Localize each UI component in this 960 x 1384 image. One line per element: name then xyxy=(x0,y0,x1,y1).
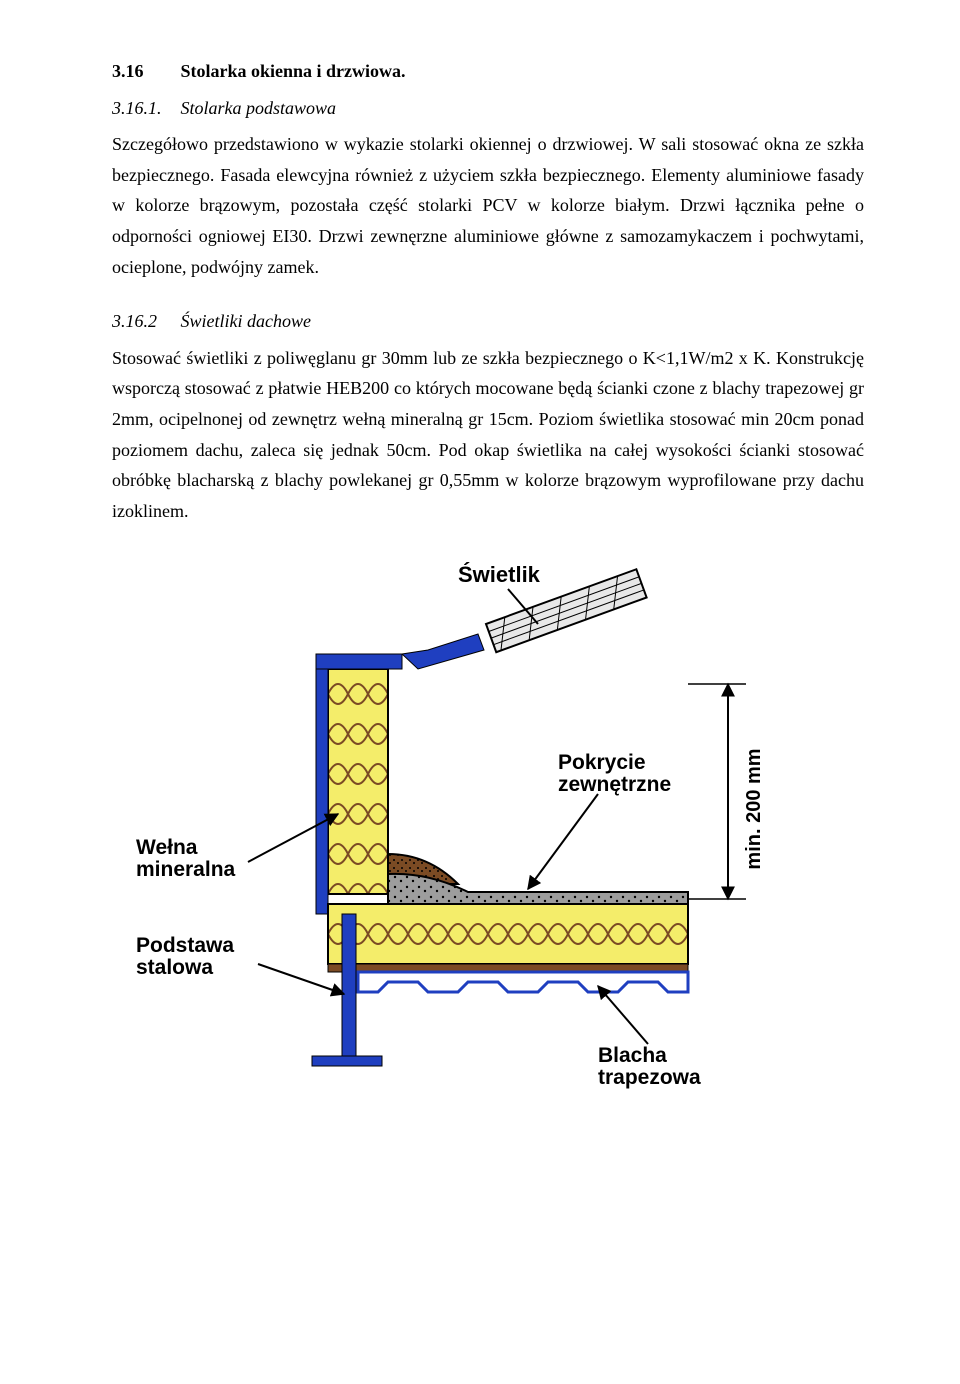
subsection-heading: 3.16.1. Stolarka podstawowa xyxy=(112,93,864,124)
section-title: Stolarka okienna i drzwiowa. xyxy=(181,61,406,81)
section-heading: 3.16 Stolarka okienna i drzwiowa. xyxy=(112,56,864,87)
section-number: 3.16 xyxy=(112,56,176,87)
label-podstawa: Podstawa stalowa xyxy=(136,934,240,979)
diagram-container: min. 200 mm Świetlik Pokrycie zewnętrzne… xyxy=(112,554,864,1094)
subsection-number: 3.16.2 xyxy=(112,306,176,337)
body-paragraph: Szczegółowo przedstawiono w wykazie stol… xyxy=(112,129,864,282)
label-welna: Wełna mineralna xyxy=(136,836,236,881)
skylight-diagram: min. 200 mm Świetlik Pokrycie zewnętrzne… xyxy=(128,554,848,1094)
subsection-heading: 3.16.2 Świetliki dachowe xyxy=(112,306,864,337)
label-blacha: Blacha trapezowa xyxy=(598,1044,701,1089)
label-pokrycie: Pokrycie zewnętrzne xyxy=(558,751,671,796)
subsection-title: Świetliki dachowe xyxy=(181,311,311,331)
body-paragraph: Stosować świetliki z poliwęglanu gr 30mm… xyxy=(112,343,864,527)
dim-label: min. 200 mm xyxy=(743,749,765,870)
subsection-number: 3.16.1. xyxy=(112,93,176,124)
label-swietlik: Świetlik xyxy=(458,562,541,587)
subsection-title: Stolarka podstawowa xyxy=(181,98,337,118)
